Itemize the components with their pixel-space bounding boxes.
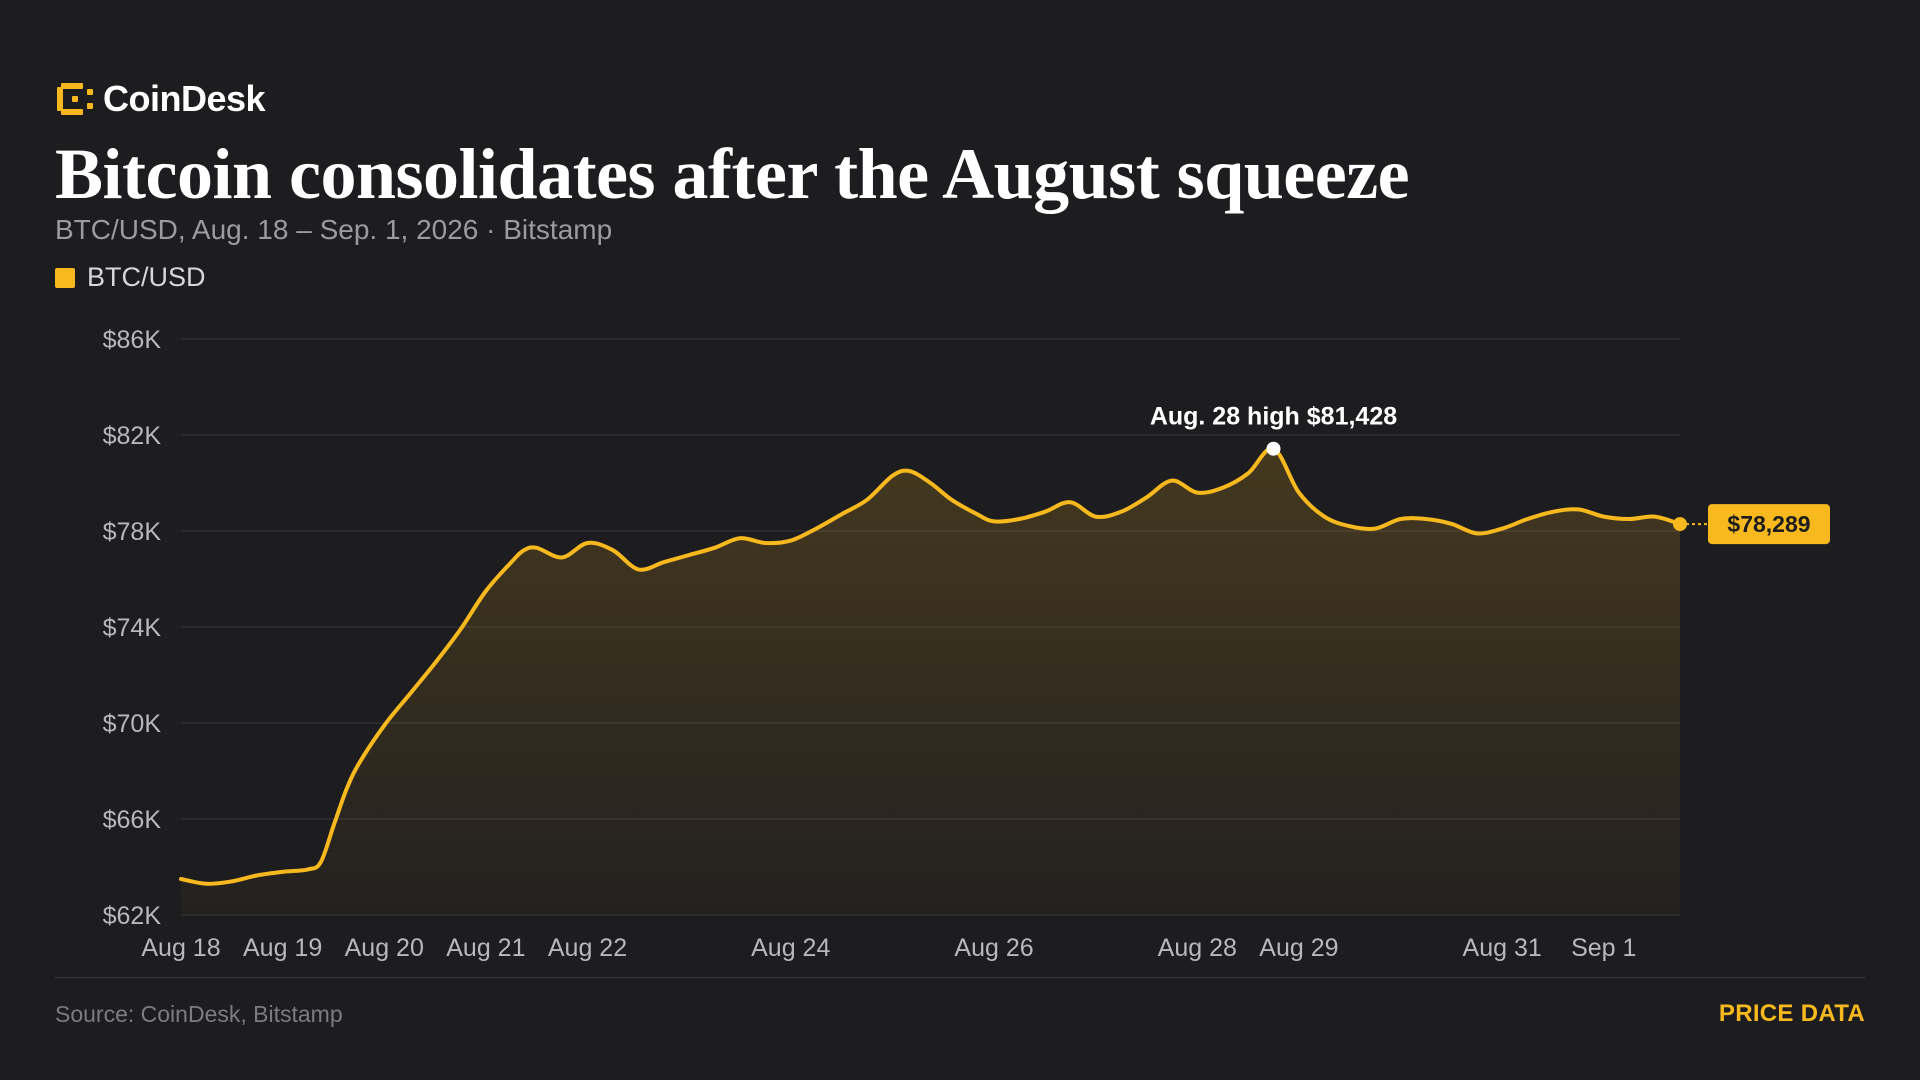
y-tick-label: $78K [103,518,162,546]
chart-subtitle: BTC/USD, Aug. 18 – Sep. 1, 2026 · Bitsta… [55,214,613,245]
series-area [181,448,1680,915]
footer-divider [55,977,1865,978]
last-price-marker [1673,517,1687,532]
y-tick-label: $62K [103,902,162,930]
peak-marker [1266,441,1281,456]
last-price-label: $78,289 [1727,511,1810,537]
x-tick-label: Aug 18 [141,934,220,962]
chart-title: Bitcoin consolidates after the August sq… [55,134,1410,214]
x-tick-label: Aug 31 [1463,934,1542,962]
legend-label: BTC/USD [87,262,206,292]
legend-swatch [55,267,75,288]
y-tick-label: $70K [103,710,162,738]
y-axis: $86K $82K $78K $74K $70K $66K $62K [103,326,162,930]
x-tick-label: Aug 21 [446,934,525,962]
coindesk-logo-icon [57,83,93,115]
y-tick-label: $86K [103,326,162,354]
x-axis: Aug 18 Aug 19 Aug 20 Aug 21 Aug 22 Aug 24 Aug … [141,934,1636,962]
x-tick-label: Aug 28 [1158,934,1237,962]
brand: CoinDesk [55,78,266,120]
x-tick-label: Aug 24 [751,934,830,962]
brand-name: CoinDesk [103,78,266,119]
x-tick-label: Aug 19 [243,934,322,962]
x-tick-label: Aug 22 [548,934,627,962]
x-tick-label: Aug 20 [345,934,424,962]
x-tick-label: Sep 1 [1571,934,1636,962]
last-price-badge [1708,504,1830,545]
x-tick-label: Aug 26 [954,934,1033,962]
series-line [179,446,1682,886]
source-note: Source: CoinDesk, Bitstamp [55,1001,343,1027]
peak-label: Aug. 28 high $81,428 [1150,403,1397,431]
chart-legend: BTC/USD [55,262,206,293]
category-tag: PRICE DATA [1718,1000,1865,1027]
annotations: Aug. 28 high $81,428 $78,289 [1150,403,1830,545]
y-tick-label: $74K [103,614,162,642]
y-tick-label: $66K [103,806,162,834]
x-tick-label: Aug 29 [1259,934,1338,962]
y-tick-label: $82K [103,422,162,450]
